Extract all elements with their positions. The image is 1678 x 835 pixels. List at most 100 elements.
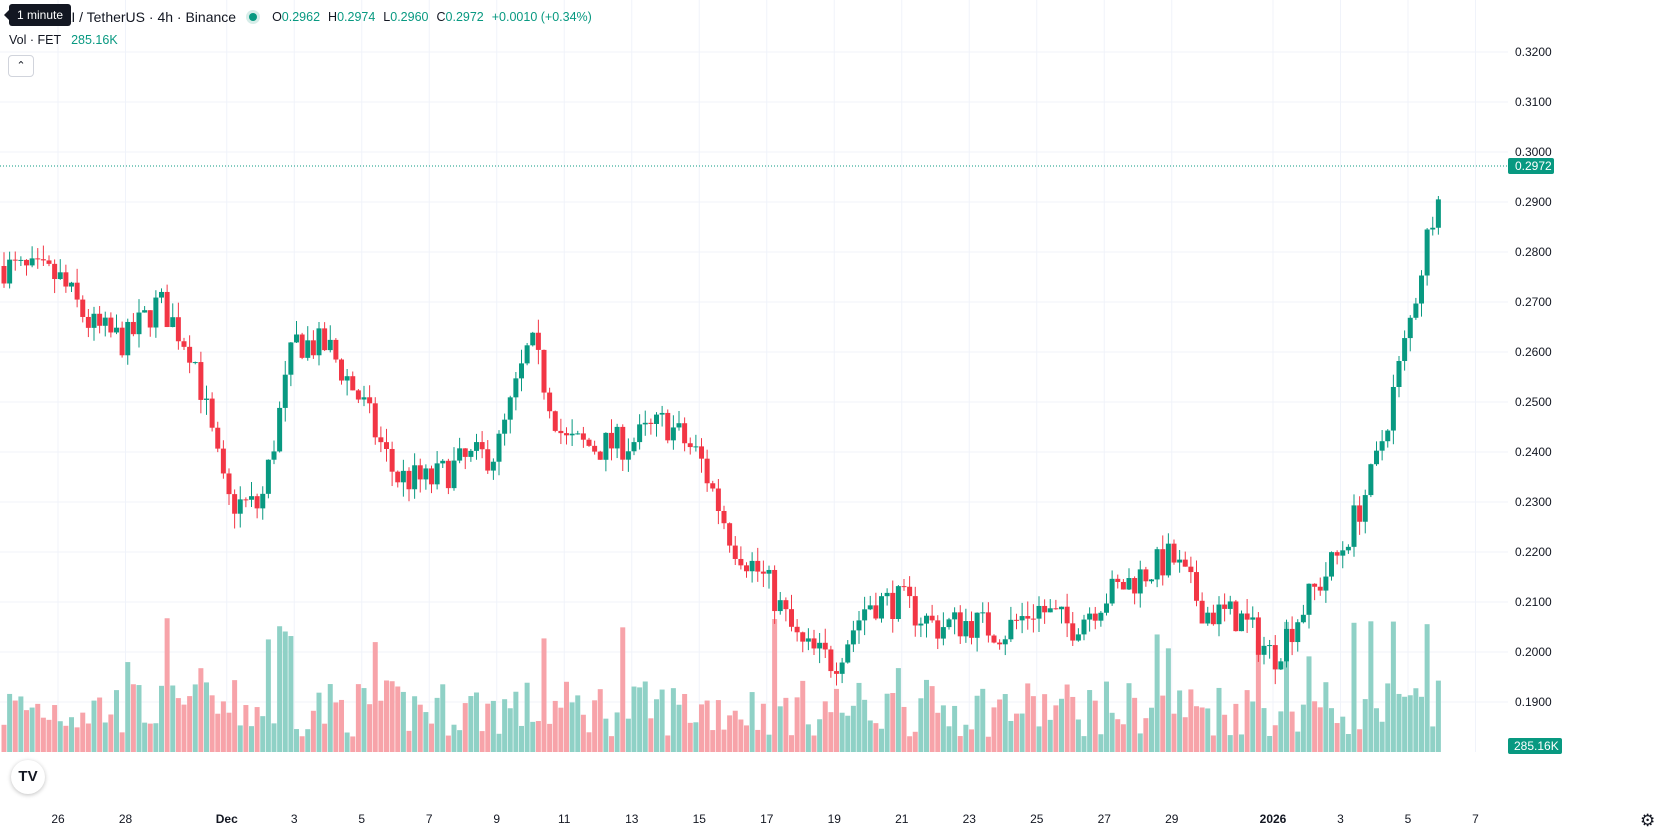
time-tick-label: 7 <box>426 812 433 826</box>
price-tick-label: 0.3200 <box>1515 45 1552 59</box>
volume-bar <box>1087 690 1093 752</box>
volume-bar <box>462 703 468 752</box>
volume-bar <box>57 721 63 752</box>
volume-bar <box>1064 684 1070 752</box>
volume-bar <box>715 700 721 752</box>
volume-legend-label: Vol · FET <box>9 33 62 47</box>
volume-bar <box>552 700 558 752</box>
volume-bar <box>1362 699 1368 752</box>
price-axis[interactable]: 0.1900 0.2000 0.2100 0.2200 0.2300 0.2400 0.25… <box>1515 45 1552 709</box>
volume-bar <box>991 707 997 752</box>
price-tick-label: 0.1900 <box>1515 695 1552 709</box>
candle-body <box>738 558 744 566</box>
volume-bar <box>1329 708 1334 752</box>
ohlc-close: C0.2972 <box>436 10 484 24</box>
candle-body <box>80 299 86 317</box>
candle-body <box>760 571 766 574</box>
candle-body <box>271 451 277 460</box>
candle-body <box>963 621 969 637</box>
volume-bar <box>1284 621 1289 752</box>
collapse-legend-button[interactable]: ⌃ <box>8 55 34 77</box>
volume-bar <box>429 723 434 752</box>
candle-body <box>732 545 738 559</box>
volume-bar <box>417 704 423 752</box>
candle-body <box>400 470 406 483</box>
candle-body <box>1402 338 1408 362</box>
candle-body <box>670 427 676 441</box>
time-tick-label: 11 <box>558 812 571 826</box>
volume-bar <box>1194 706 1199 752</box>
candle-body <box>1312 583 1318 587</box>
candle-body <box>744 565 749 572</box>
volume-legend[interactable]: Vol · FET 285.16K <box>9 33 118 47</box>
volume-bar <box>355 684 361 752</box>
symbol-legend[interactable]: AI / TetherUS · 4h · Binance O0.2962 H0.… <box>62 8 592 26</box>
volume-bar <box>732 710 738 752</box>
candle-body <box>710 483 716 489</box>
candle-body <box>873 605 879 619</box>
candle-body <box>114 327 119 333</box>
time-tick-label: 25 <box>1030 812 1044 826</box>
candle-body <box>817 642 823 649</box>
candle-body <box>181 341 187 347</box>
volume-bar <box>63 725 69 752</box>
candle-body <box>1244 613 1250 620</box>
volume-bar <box>1244 690 1250 752</box>
candle-body <box>1267 645 1273 647</box>
candle-body <box>1430 227 1436 230</box>
volume-bar <box>1374 708 1379 752</box>
price-change: +0.0010 (+0.34%) <box>491 10 592 24</box>
volume-bar <box>288 636 294 752</box>
volume-bar <box>749 692 755 752</box>
price-tick-label: 0.2300 <box>1515 495 1552 509</box>
candle-body <box>659 412 665 415</box>
volume-bar <box>384 680 389 752</box>
volume-bar <box>935 712 941 752</box>
candle-body <box>1424 229 1430 276</box>
market-status-icon[interactable] <box>246 10 261 24</box>
volume-bar <box>1075 719 1081 752</box>
candle-body <box>316 328 322 356</box>
candle-body <box>91 313 97 328</box>
candle-body <box>997 642 1003 645</box>
volume-bar <box>339 699 344 752</box>
volume-bar <box>952 705 958 752</box>
candle-body <box>130 321 136 335</box>
candle-body <box>895 586 901 619</box>
volume-bar <box>1154 634 1160 752</box>
candle-body <box>1295 622 1301 643</box>
volume-bar <box>963 724 969 752</box>
gear-icon[interactable]: ⚙ <box>1640 811 1656 830</box>
candle-body <box>507 397 513 420</box>
time-tick-label: 29 <box>1165 812 1179 826</box>
volume-bar <box>744 725 749 752</box>
time-axis[interactable]: 26 28 Dec 3 5 7 9 11 13 15 17 19 21 23 25 27 29 2026 3 5 7 <box>51 812 1479 826</box>
symbol-title[interactable]: AI / TetherUS · 4h · Binance <box>62 9 237 25</box>
volume-bar <box>1351 622 1357 752</box>
volume-bar <box>766 734 772 752</box>
volume-bar <box>907 736 913 752</box>
volume-bar <box>676 704 682 752</box>
candle-body <box>170 317 176 328</box>
tradingview-logo[interactable]: TV <box>11 760 45 794</box>
candle-body <box>40 259 46 261</box>
candle-body <box>159 291 164 298</box>
candle-body <box>490 461 496 471</box>
volume-bar <box>1233 703 1239 752</box>
candle-body <box>1419 275 1424 304</box>
candle-body <box>485 449 491 471</box>
time-tick-label: 3 <box>291 812 298 826</box>
volume-bar <box>102 722 108 752</box>
volume-bar <box>1306 656 1312 752</box>
volume-bar <box>985 736 991 752</box>
candle-body <box>603 432 609 460</box>
volume-bar <box>119 732 125 752</box>
volume-bar <box>153 723 159 752</box>
volume-bar <box>839 712 845 752</box>
chevron-up-icon: ⌃ <box>16 60 26 72</box>
candle-body <box>794 626 800 633</box>
candle-body <box>924 615 929 624</box>
volume-bar <box>1323 682 1329 752</box>
volume-bar <box>884 693 890 752</box>
